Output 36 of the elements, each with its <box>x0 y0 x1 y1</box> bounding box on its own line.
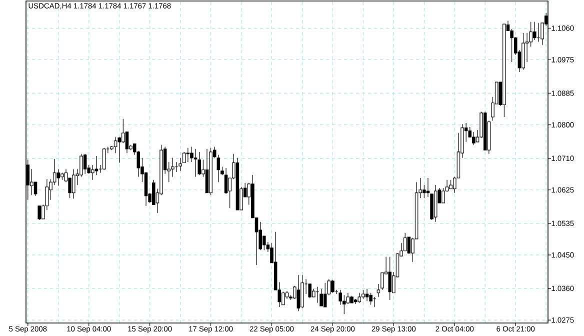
candlestick <box>224 168 228 194</box>
candlestick <box>388 256 392 300</box>
candlestick <box>114 136 118 154</box>
candlestick <box>346 292 350 304</box>
candlestick <box>194 148 198 178</box>
candlestick <box>442 188 445 204</box>
candlestick <box>94 156 98 176</box>
candlestick <box>342 294 346 314</box>
candlestick <box>407 236 411 254</box>
candlestick <box>186 148 190 162</box>
candlestick <box>358 292 362 304</box>
candlestick <box>369 292 372 306</box>
candlestick <box>118 136 121 164</box>
candlestick <box>296 274 300 312</box>
candlestick <box>102 148 106 170</box>
candlestick <box>182 152 186 164</box>
candlestick <box>282 291 285 306</box>
candlestick <box>472 132 476 146</box>
candlestick <box>125 132 129 154</box>
candlestick <box>34 182 38 196</box>
candlestick <box>510 28 514 62</box>
candlestick <box>38 206 41 220</box>
candlestick <box>205 148 209 194</box>
candlestick <box>323 282 327 308</box>
candlestick <box>30 168 34 196</box>
candlestick <box>338 290 342 306</box>
candlestick <box>56 168 60 186</box>
candlestick <box>320 288 323 306</box>
candlestick <box>178 158 182 172</box>
candlestick <box>331 280 334 294</box>
candlestick <box>365 288 369 302</box>
candlestick <box>171 158 174 178</box>
candlestick <box>72 168 76 200</box>
candlestick <box>83 154 87 174</box>
candlestick <box>198 152 201 176</box>
candlestick <box>533 22 536 40</box>
